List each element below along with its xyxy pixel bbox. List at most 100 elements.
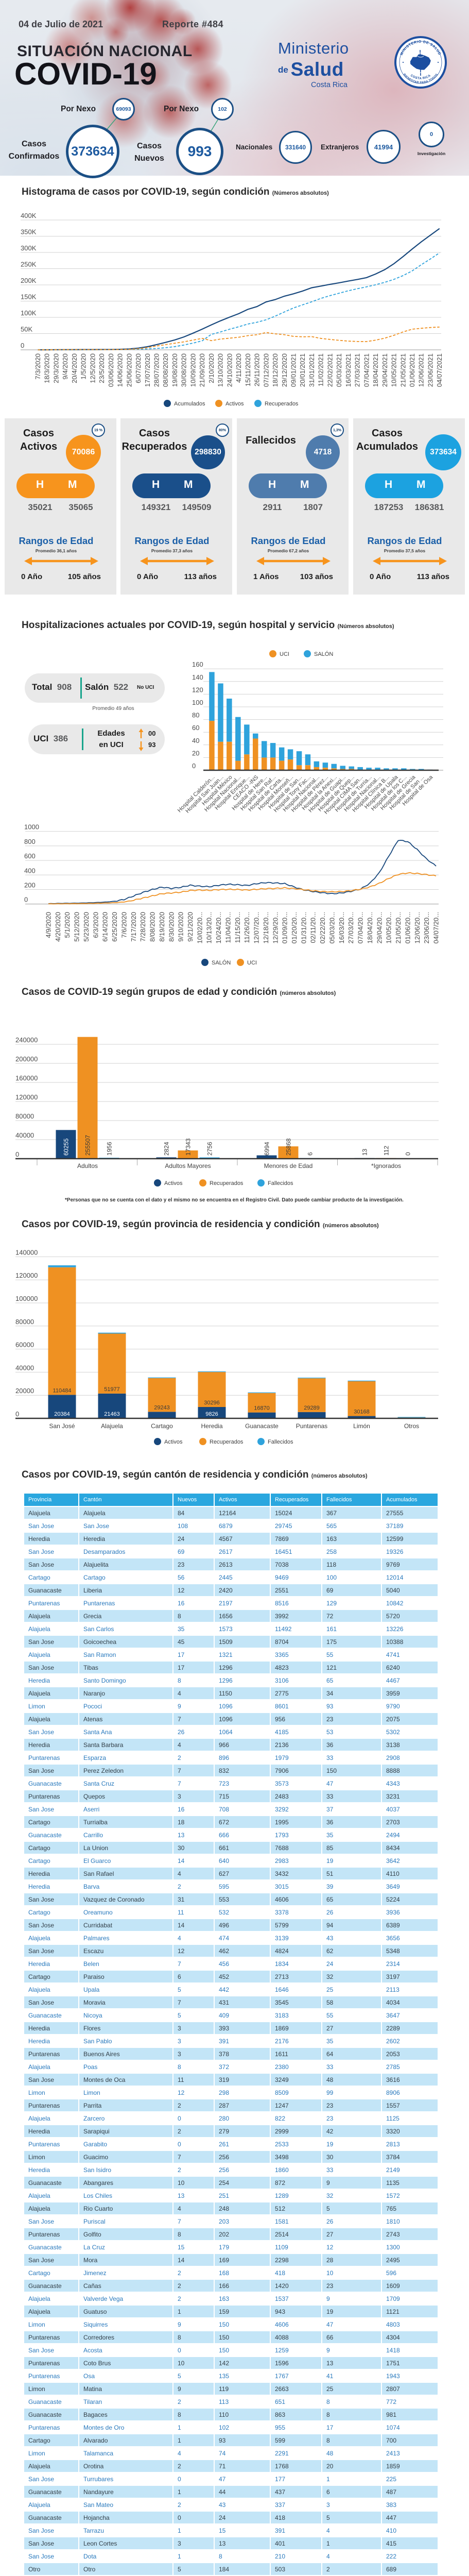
svg-text:4/11/2020: 4/11/2020 [235, 353, 242, 383]
svg-text:1/5/2020: 1/5/2020 [80, 353, 88, 380]
svg-text:12/06/20...: 12/06/20... [413, 912, 421, 943]
svg-text:UCI: UCI [280, 651, 289, 657]
svg-text:20: 20 [192, 749, 199, 757]
svg-text:01/06/2021: 01/06/2021 [408, 353, 416, 387]
svg-text:14/06/2020: 14/06/2020 [116, 353, 124, 387]
svg-text:200: 200 [24, 882, 36, 889]
svg-text:10/05/20...: 10/05/20... [385, 912, 393, 943]
svg-text:12/18/20...: 12/18/20... [262, 912, 270, 943]
svg-text:110484: 110484 [53, 1387, 72, 1394]
svg-text:6: 6 [307, 1152, 314, 1156]
svg-text:03/06/2020: 03/06/2020 [107, 353, 115, 387]
svg-text:11/26/20...: 11/26/20... [243, 912, 251, 943]
svg-text:Adultos: Adultos [77, 1162, 98, 1170]
svg-text:7/6/2020: 7/6/2020 [120, 912, 128, 938]
svg-text:01/31/20...: 01/31/20... [300, 912, 307, 943]
svg-text:0: 0 [405, 1152, 412, 1156]
svg-text:Adultos Mayores: Adultos Mayores [165, 1162, 211, 1170]
svg-text:160000: 160000 [15, 1074, 38, 1082]
svg-text:11/04/20...: 11/04/20... [224, 912, 232, 943]
svg-text:07/04/2021: 07/04/2021 [362, 353, 370, 387]
svg-text:29/3/2020: 29/3/2020 [53, 353, 60, 383]
svg-text:120: 120 [192, 686, 203, 693]
svg-text:140000: 140000 [15, 1248, 38, 1256]
svg-text:01/06/20...: 01/06/20... [404, 912, 411, 943]
svg-text:25868: 25868 [285, 1138, 292, 1156]
svg-text:100: 100 [192, 699, 203, 706]
svg-text:80000: 80000 [15, 1112, 34, 1120]
svg-text:31/01/2021: 31/01/2021 [308, 353, 316, 387]
svg-text:Activos: Activos [225, 401, 244, 407]
svg-text:16/03/2021: 16/03/2021 [344, 353, 352, 387]
svg-text:SALÓN: SALÓN [314, 651, 333, 657]
svg-text:07/12/2020: 07/12/2020 [262, 353, 270, 387]
svg-text:Guanacaste: Guanacaste [245, 1422, 279, 1430]
svg-text:160: 160 [192, 660, 203, 668]
svg-text:60000: 60000 [15, 1341, 34, 1349]
svg-text:29/04/2021: 29/04/2021 [381, 353, 389, 387]
svg-text:200K: 200K [21, 277, 37, 284]
svg-text:23/06/2021: 23/06/2021 [427, 353, 435, 387]
svg-text:Recuperados: Recuperados [210, 1439, 244, 1445]
svg-text:UCI: UCI [247, 960, 257, 966]
svg-text:13: 13 [361, 1148, 369, 1156]
svg-text:8/08/2020: 8/08/2020 [149, 912, 157, 942]
svg-text:21463: 21463 [104, 1411, 120, 1417]
svg-text:04/07/20...: 04/07/20... [432, 912, 440, 943]
svg-text:120000: 120000 [15, 1272, 38, 1279]
svg-text:5/23/2020: 5/23/2020 [82, 912, 90, 942]
svg-text:Heredia: Heredia [201, 1422, 222, 1430]
svg-text:10/09/2020: 10/09/2020 [189, 353, 197, 387]
svg-text:0: 0 [21, 342, 24, 349]
svg-text:30296: 30296 [204, 1400, 220, 1406]
svg-text:10/05/2021: 10/05/2021 [390, 353, 398, 387]
svg-text:0: 0 [192, 762, 196, 770]
svg-text:16870: 16870 [254, 1405, 270, 1412]
svg-text:20384: 20384 [54, 1411, 70, 1417]
svg-text:08/08/2020: 08/08/2020 [162, 353, 169, 387]
svg-text:200000: 200000 [15, 1055, 38, 1063]
svg-text:04/07/2021: 04/07/2021 [436, 353, 443, 387]
svg-text:15/11/2020: 15/11/2020 [244, 353, 252, 386]
svg-text:28/07/2020: 28/07/2020 [153, 353, 161, 387]
svg-text:16/03/20...: 16/03/20... [338, 912, 345, 943]
svg-text:600: 600 [24, 852, 36, 860]
svg-text:2756: 2756 [206, 1142, 214, 1156]
svg-text:Otros: Otros [404, 1422, 419, 1430]
svg-text:Menores de Edad: Menores de Edad [264, 1162, 313, 1170]
svg-text:9/21/2020: 9/21/2020 [186, 912, 194, 942]
svg-text:*Ignorados: *Ignorados [371, 1162, 401, 1170]
svg-text:Puntarenas: Puntarenas [296, 1422, 327, 1430]
svg-text:12/06/2021: 12/06/2021 [418, 353, 425, 387]
svg-text:9/4/2020: 9/4/2020 [61, 353, 69, 380]
svg-text:40000: 40000 [15, 1364, 34, 1371]
svg-text:21/05/20...: 21/05/20... [394, 912, 402, 943]
svg-text:9826: 9826 [205, 1411, 218, 1417]
svg-text:100K: 100K [21, 309, 37, 317]
svg-text:21/09/2020: 21/09/2020 [198, 353, 206, 387]
svg-text:05/03/2021: 05/03/2021 [335, 353, 343, 387]
svg-text:6/07/2020: 6/07/2020 [134, 353, 142, 383]
svg-text:22/02/2021: 22/02/2021 [326, 353, 334, 387]
svg-text:Cartago: Cartago [151, 1422, 173, 1430]
svg-text:30168: 30168 [354, 1409, 370, 1415]
svg-text:Activos: Activos [164, 1180, 183, 1187]
svg-text:0: 0 [24, 896, 28, 904]
svg-text:250K: 250K [21, 261, 37, 268]
svg-text:20/01/2021: 20/01/2021 [299, 353, 306, 387]
svg-text:18/04/20...: 18/04/20... [366, 912, 374, 943]
svg-text:8/30/2020: 8/30/2020 [167, 912, 175, 942]
svg-text:6/3/2020: 6/3/2020 [92, 912, 99, 938]
svg-text:19/08/2020: 19/08/2020 [171, 353, 179, 387]
svg-text:40000: 40000 [15, 1131, 34, 1139]
svg-text:18/3/2020: 18/3/2020 [43, 353, 51, 383]
svg-text:02/22/20...: 02/22/20... [319, 912, 326, 943]
svg-text:12/5/2020: 12/5/2020 [89, 353, 96, 383]
svg-text:29289: 29289 [304, 1405, 320, 1411]
svg-text:100000: 100000 [15, 1295, 38, 1302]
svg-text:Acumulados: Acumulados [174, 401, 205, 407]
svg-text:12/07/20...: 12/07/20... [253, 912, 260, 943]
svg-text:150K: 150K [21, 293, 37, 301]
svg-text:29243: 29243 [154, 1404, 170, 1411]
svg-text:2/10/2020: 2/10/2020 [207, 353, 215, 383]
